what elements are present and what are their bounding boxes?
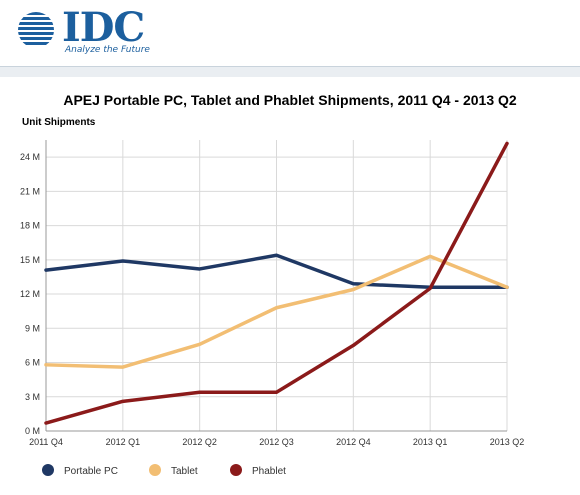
chart-title: APEJ Portable PC, Tablet and Phablet Shi…: [63, 92, 517, 108]
y-tick-label: 3 M: [25, 392, 40, 402]
y-tick-label: 24 M: [20, 152, 40, 162]
y-tick-label: 12 M: [20, 289, 40, 299]
series-line-phablet: [44, 141, 509, 425]
series-line-tablet: [44, 254, 509, 369]
logo-tagline: Analyze the Future: [65, 45, 150, 55]
y-tick-label: 9 M: [25, 323, 40, 333]
globe-icon: [18, 12, 54, 45]
y-tick-label: 15 M: [20, 255, 40, 265]
header-band: [0, 66, 580, 77]
legend-swatch-phablet: [230, 464, 242, 476]
y-tick-label: 21 M: [20, 186, 40, 196]
x-tick-label: 2013 Q2: [490, 437, 525, 447]
legend-label-tablet: Tablet: [171, 466, 198, 477]
legend-label-phablet: Phablet: [252, 466, 286, 477]
legend-label-portable-pc: Portable PC: [64, 466, 118, 477]
x-tick-label: 2011 Q4: [29, 437, 63, 447]
x-tick-label: 2012 Q1: [106, 437, 141, 447]
header-banner: IDC Analyze the Future: [0, 0, 580, 66]
y-tick-label: 18 M: [20, 221, 40, 231]
y-tick-label: 0 M: [25, 426, 40, 436]
legend-swatch-portable-pc: [42, 464, 54, 476]
x-tick-label: 2012 Q3: [259, 437, 294, 447]
x-tick-label: 2013 Q1: [413, 437, 448, 447]
x-tick-label: 2012 Q2: [182, 437, 217, 447]
logo-wordmark: IDC: [62, 4, 145, 51]
x-tick-label: 2012 Q4: [336, 437, 371, 447]
legend-swatch-tablet: [149, 464, 161, 476]
y-tick-label: 6 M: [25, 358, 40, 368]
y-axis-label: Unit Shipments: [22, 117, 96, 128]
